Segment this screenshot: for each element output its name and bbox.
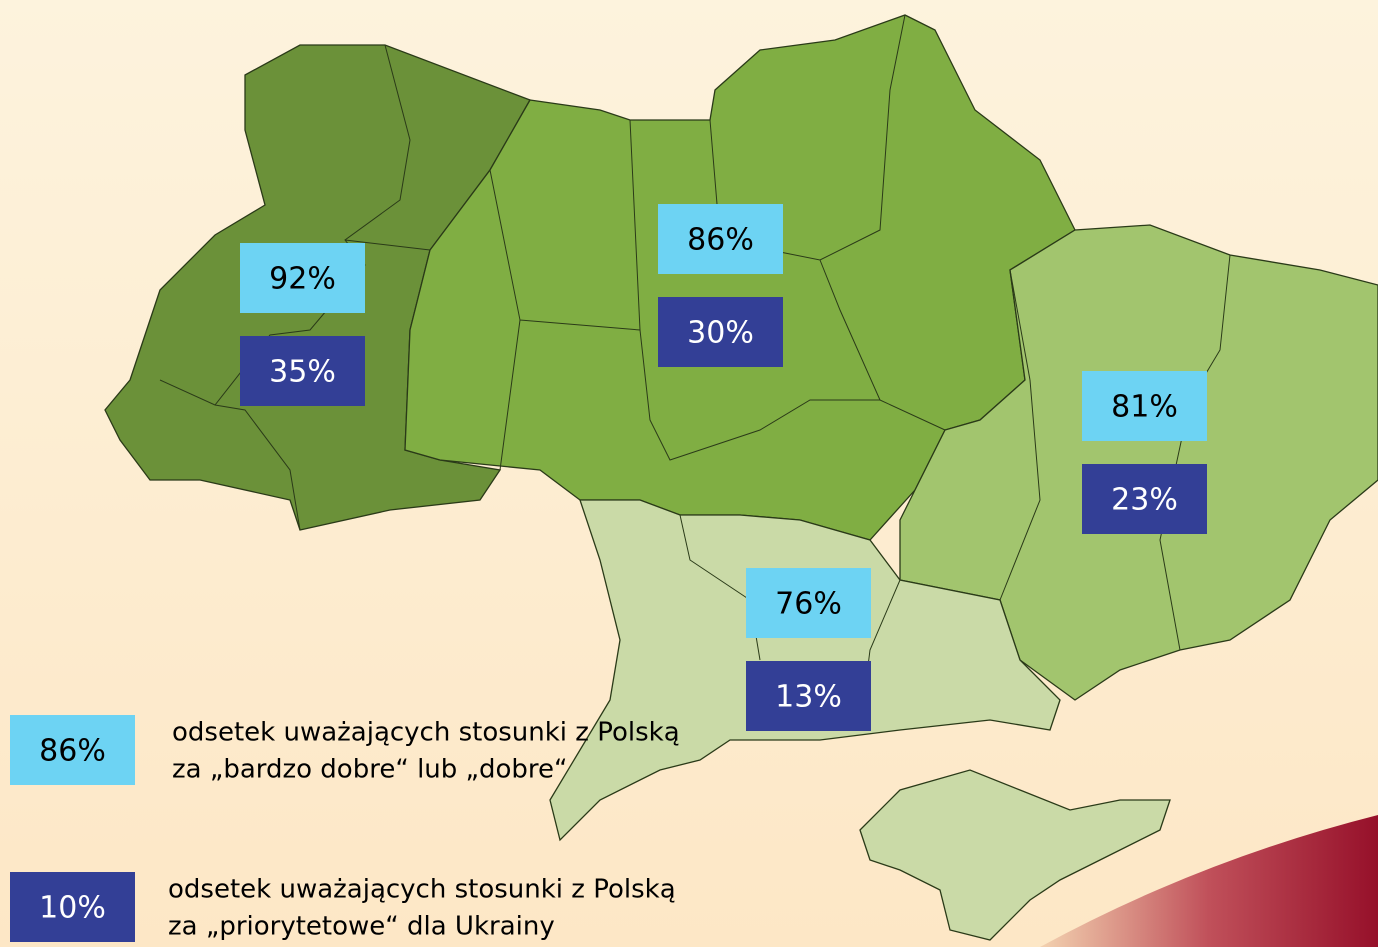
good-share-box	[746, 568, 871, 638]
priority-share-text: 13%	[775, 680, 842, 715]
legend-text: za „bardzo dobre“ lub „dobre“	[172, 755, 568, 785]
legend-text: odsetek uważających stosunki z Polską	[172, 718, 680, 748]
good-share-text: 92%	[269, 262, 336, 297]
good-share-text: 76%	[775, 587, 842, 622]
priority-share-box	[658, 297, 783, 367]
priority-share-text: 30%	[687, 316, 754, 351]
good-share-box	[658, 204, 783, 274]
priority-share-text: 23%	[1111, 483, 1178, 518]
priority-share-box	[240, 336, 365, 406]
legend-sample-text: 10%	[39, 891, 106, 926]
labels: 92% 35% 86% 30% 81% 23% 76% 13%	[240, 204, 1207, 731]
legend: 86% odsetek uważających stosunki z Polską…	[10, 715, 680, 942]
region-crimea	[859, 769, 1171, 941]
priority-share-text: 35%	[269, 355, 336, 390]
legend-text: za „priorytetowe“ dla Ukrainy	[168, 912, 555, 942]
good-share-box	[1082, 371, 1207, 441]
good-share-text: 81%	[1111, 390, 1178, 425]
priority-share-box	[746, 661, 871, 731]
region-east	[899, 224, 1378, 701]
legend-text: odsetek uważających stosunki z Polską	[168, 875, 676, 905]
legend-sample-text: 86%	[39, 734, 106, 769]
legend-sample-box	[10, 715, 135, 785]
good-share-text: 86%	[687, 223, 754, 258]
good-share-box	[240, 243, 365, 313]
swoosh	[1040, 815, 1378, 947]
legend-sample-box	[10, 872, 135, 942]
priority-share-box	[1082, 464, 1207, 534]
